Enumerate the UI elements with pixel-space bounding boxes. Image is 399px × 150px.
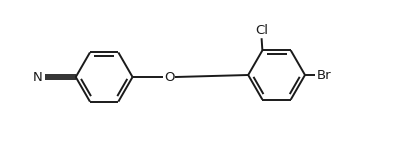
Text: Cl: Cl: [255, 24, 268, 37]
Text: N: N: [33, 70, 43, 84]
Text: O: O: [164, 70, 174, 84]
Text: Br: Br: [316, 69, 331, 81]
